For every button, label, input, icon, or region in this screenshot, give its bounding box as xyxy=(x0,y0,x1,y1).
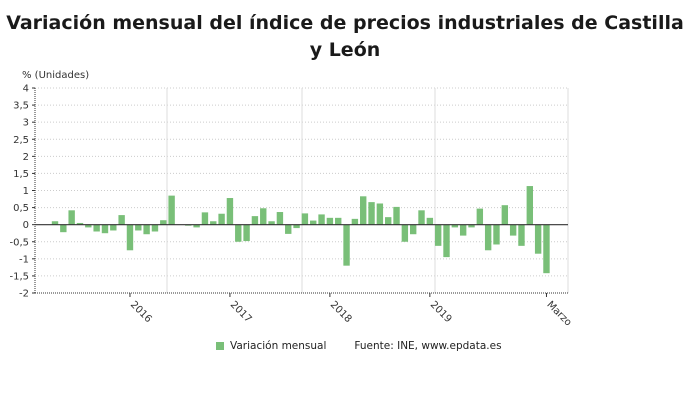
bar xyxy=(268,221,275,225)
bar xyxy=(260,208,267,225)
y-tick-label: 4 xyxy=(23,84,29,95)
bar xyxy=(376,203,384,225)
bar xyxy=(368,202,375,225)
y-tick-label: -2 xyxy=(19,289,29,300)
y-tick-label: 2,5 xyxy=(13,135,29,146)
bar xyxy=(168,195,175,225)
bar xyxy=(68,210,75,225)
y-tick-label: 1 xyxy=(23,186,29,197)
bar xyxy=(218,213,225,225)
y-tick-label: -0,5 xyxy=(9,237,29,248)
bar xyxy=(543,224,550,274)
bar xyxy=(135,224,142,231)
y-tick-label: -1,5 xyxy=(9,271,29,282)
bar xyxy=(60,224,67,233)
bar xyxy=(76,222,84,225)
bar xyxy=(110,224,117,231)
bar xyxy=(210,221,217,225)
y-axis-label: % (Unidades) xyxy=(22,70,90,81)
y-tick-label: 1,5 xyxy=(13,169,29,180)
bar xyxy=(293,224,300,229)
bar xyxy=(243,224,250,242)
bar xyxy=(118,215,125,225)
bar xyxy=(509,224,517,236)
y-tick-label: 3 xyxy=(23,118,29,129)
bar xyxy=(409,224,417,235)
bar xyxy=(484,224,492,251)
legend: Variación mensual Fuente: INE, www.epdat… xyxy=(216,340,502,352)
bar xyxy=(385,217,392,225)
bar xyxy=(335,217,342,225)
y-tick-label: 0,5 xyxy=(13,203,29,214)
bar xyxy=(318,214,325,225)
bar xyxy=(151,224,159,232)
bar xyxy=(451,224,459,228)
bar xyxy=(143,224,150,235)
y-tick-label: 2 xyxy=(23,152,29,163)
bar xyxy=(501,205,509,225)
bar xyxy=(301,213,309,225)
bar xyxy=(193,224,200,228)
y-tick-label: 3,5 xyxy=(13,101,29,112)
y-tick-label: -1 xyxy=(19,254,29,265)
bar xyxy=(393,206,400,225)
bar xyxy=(93,224,100,232)
bar xyxy=(351,218,359,225)
legend-series-label: Variación mensual xyxy=(230,340,327,352)
x-tick-label: 2018 xyxy=(328,299,354,325)
x-tick-label: Marzo xyxy=(544,299,573,328)
bar xyxy=(343,224,350,266)
x-tick-label: 2019 xyxy=(428,299,454,325)
bar xyxy=(285,224,292,234)
bar xyxy=(85,224,92,228)
bar xyxy=(326,217,334,225)
bar xyxy=(235,224,242,242)
bar xyxy=(201,212,209,225)
legend-swatch xyxy=(216,342,224,350)
bar xyxy=(101,224,109,234)
source-text: Fuente: INE, www.epdata.es xyxy=(354,340,502,352)
bar xyxy=(360,196,367,225)
x-tick-label: 2016 xyxy=(128,299,154,325)
bar xyxy=(426,217,434,225)
bar xyxy=(468,224,475,228)
bar xyxy=(534,224,542,254)
bar xyxy=(276,212,284,225)
bar xyxy=(51,221,59,225)
x-tick-label: 2017 xyxy=(228,299,254,325)
bar xyxy=(310,220,317,225)
bar xyxy=(418,210,425,225)
bar xyxy=(226,198,234,225)
bar xyxy=(434,224,442,246)
bar xyxy=(401,224,409,242)
bar xyxy=(476,208,484,225)
bar xyxy=(526,186,534,225)
y-tick-label: 0 xyxy=(23,220,29,231)
bar xyxy=(126,224,134,251)
bar xyxy=(160,220,167,225)
bar xyxy=(443,224,450,258)
bar xyxy=(518,224,525,246)
bar xyxy=(251,216,259,225)
chart-title: Variación mensual del índice de precios … xyxy=(6,12,684,61)
bar xyxy=(459,224,467,236)
bar xyxy=(493,224,500,245)
